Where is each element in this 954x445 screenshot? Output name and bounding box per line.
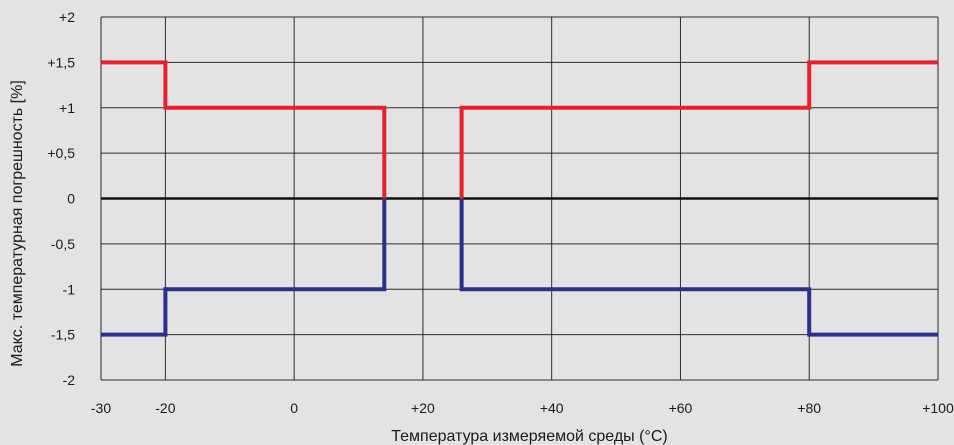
y-tick-labels: +2 +1,5 +1 +0,5 0 -0,5 -1 -1,5 -2 [47,9,75,388]
y-axis-title: Макс. температурная погрешность [%] [9,80,26,367]
x-tick-label: +100 [922,400,954,416]
y-tick-label: -1 [63,281,76,297]
x-tick-label: +20 [411,400,435,416]
y-tick-label: +1,5 [47,54,75,70]
x-tick-label: +80 [797,400,821,416]
y-tick-label: +0,5 [47,145,75,161]
x-tick-label: -20 [155,400,175,416]
x-axis-title: Температура измеряемой среды (°С) [391,428,667,445]
y-tick-label: 0 [67,191,75,207]
x-tick-label: +60 [669,400,693,416]
x-tick-label: -30 [91,400,111,416]
series-line-1 [101,60,938,199]
x-tick-label: +40 [540,400,564,416]
x-tick-label: 0 [290,400,298,416]
y-tick-label: -0,5 [51,236,75,252]
series-group [101,60,938,337]
y-tick-label: +2 [59,9,75,25]
series-line-2 [101,198,938,337]
y-tick-label: +1 [59,100,75,116]
y-tick-label: -2 [63,372,76,388]
grid [100,16,939,381]
x-tick-labels: -30 -20 0 +20 +40 +60 +80 +100 [91,400,954,416]
y-tick-label: -1,5 [51,327,75,343]
